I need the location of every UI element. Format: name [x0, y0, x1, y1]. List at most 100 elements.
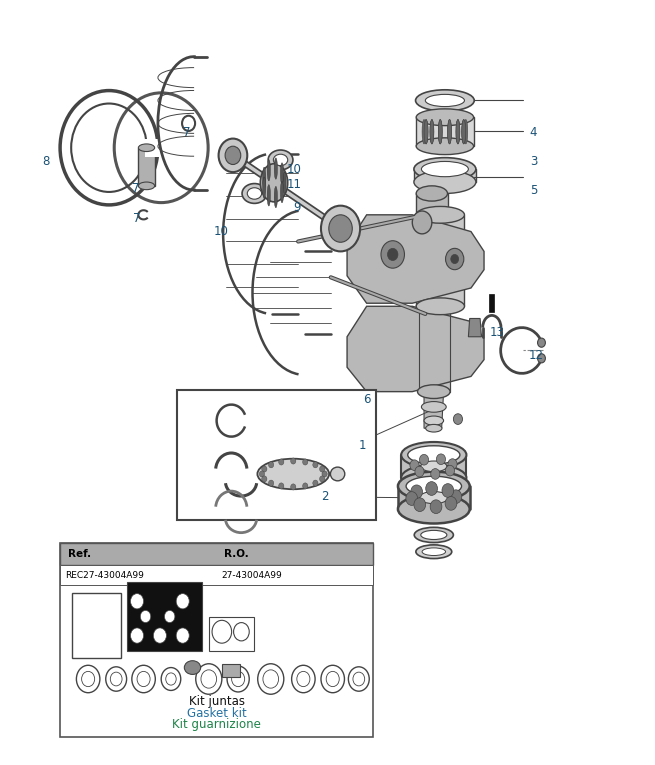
- Circle shape: [303, 459, 308, 465]
- Circle shape: [406, 492, 418, 506]
- Polygon shape: [138, 148, 155, 186]
- Ellipse shape: [426, 425, 442, 432]
- Circle shape: [262, 476, 267, 482]
- Ellipse shape: [414, 158, 476, 181]
- Circle shape: [410, 460, 419, 470]
- Circle shape: [153, 628, 166, 643]
- Ellipse shape: [464, 119, 468, 144]
- Circle shape: [259, 471, 265, 477]
- Text: 8: 8: [42, 155, 49, 168]
- Circle shape: [411, 485, 422, 499]
- Ellipse shape: [414, 171, 476, 194]
- Ellipse shape: [421, 461, 447, 472]
- Circle shape: [445, 249, 464, 270]
- Circle shape: [130, 594, 143, 609]
- Ellipse shape: [402, 465, 466, 490]
- Ellipse shape: [406, 477, 462, 496]
- Circle shape: [414, 498, 426, 512]
- Text: 13: 13: [489, 326, 504, 339]
- Ellipse shape: [438, 119, 442, 144]
- Text: 10: 10: [214, 225, 229, 238]
- Circle shape: [381, 241, 404, 269]
- Ellipse shape: [283, 172, 286, 194]
- Circle shape: [278, 459, 284, 465]
- Polygon shape: [419, 306, 450, 392]
- Text: Ref.: Ref.: [68, 549, 91, 559]
- Polygon shape: [416, 194, 447, 215]
- Text: REC27-43004A99: REC27-43004A99: [66, 571, 144, 580]
- Circle shape: [322, 471, 328, 477]
- Text: Kit guarnizione: Kit guarnizione: [172, 718, 261, 731]
- Circle shape: [329, 215, 352, 243]
- Circle shape: [320, 476, 325, 482]
- Ellipse shape: [447, 119, 451, 144]
- Ellipse shape: [402, 442, 466, 468]
- Circle shape: [538, 338, 546, 347]
- Text: 7: 7: [133, 212, 141, 225]
- Circle shape: [176, 594, 189, 609]
- Ellipse shape: [138, 144, 155, 151]
- Ellipse shape: [274, 158, 278, 179]
- Circle shape: [388, 249, 398, 261]
- Text: 6: 6: [364, 392, 371, 405]
- Ellipse shape: [274, 187, 278, 208]
- Ellipse shape: [407, 446, 460, 464]
- Circle shape: [445, 465, 455, 476]
- Circle shape: [291, 484, 296, 490]
- Text: R.O.: R.O.: [225, 549, 249, 559]
- Text: 12: 12: [529, 349, 544, 362]
- Polygon shape: [347, 215, 484, 303]
- Circle shape: [415, 466, 424, 477]
- Polygon shape: [414, 169, 476, 182]
- Polygon shape: [468, 318, 481, 337]
- Text: 27-43004A99: 27-43004A99: [222, 571, 282, 580]
- Bar: [222, 664, 240, 678]
- Ellipse shape: [273, 155, 288, 166]
- Circle shape: [445, 496, 457, 510]
- Ellipse shape: [263, 168, 266, 188]
- Circle shape: [321, 206, 360, 252]
- Circle shape: [303, 483, 308, 489]
- Ellipse shape: [456, 119, 460, 144]
- Polygon shape: [398, 487, 470, 509]
- Ellipse shape: [430, 119, 434, 144]
- Ellipse shape: [257, 459, 329, 489]
- Ellipse shape: [422, 119, 426, 144]
- Circle shape: [426, 482, 438, 496]
- Circle shape: [225, 146, 241, 164]
- Ellipse shape: [416, 138, 474, 155]
- Polygon shape: [402, 455, 466, 478]
- Ellipse shape: [416, 545, 452, 558]
- Ellipse shape: [415, 90, 474, 111]
- Polygon shape: [424, 392, 443, 428]
- Ellipse shape: [462, 119, 466, 144]
- Circle shape: [436, 454, 445, 464]
- Circle shape: [176, 628, 189, 643]
- Polygon shape: [489, 294, 495, 312]
- Bar: [60, 542, 373, 737]
- Text: 7: 7: [183, 126, 190, 139]
- Circle shape: [164, 610, 175, 623]
- Circle shape: [451, 255, 458, 264]
- Ellipse shape: [416, 298, 464, 314]
- Polygon shape: [416, 117, 474, 146]
- Circle shape: [313, 480, 318, 487]
- Text: 7: 7: [132, 181, 140, 194]
- Ellipse shape: [417, 385, 450, 399]
- Ellipse shape: [260, 164, 288, 202]
- Circle shape: [130, 628, 143, 643]
- Ellipse shape: [398, 472, 470, 500]
- Circle shape: [412, 211, 432, 234]
- Circle shape: [448, 459, 457, 470]
- Ellipse shape: [414, 527, 453, 542]
- Circle shape: [269, 480, 274, 487]
- Ellipse shape: [416, 109, 474, 125]
- Ellipse shape: [456, 119, 460, 144]
- Ellipse shape: [416, 207, 464, 223]
- Ellipse shape: [462, 119, 466, 144]
- Text: 9: 9: [293, 200, 301, 213]
- Ellipse shape: [268, 150, 293, 170]
- Ellipse shape: [424, 416, 443, 425]
- Ellipse shape: [138, 182, 155, 190]
- Circle shape: [431, 469, 440, 480]
